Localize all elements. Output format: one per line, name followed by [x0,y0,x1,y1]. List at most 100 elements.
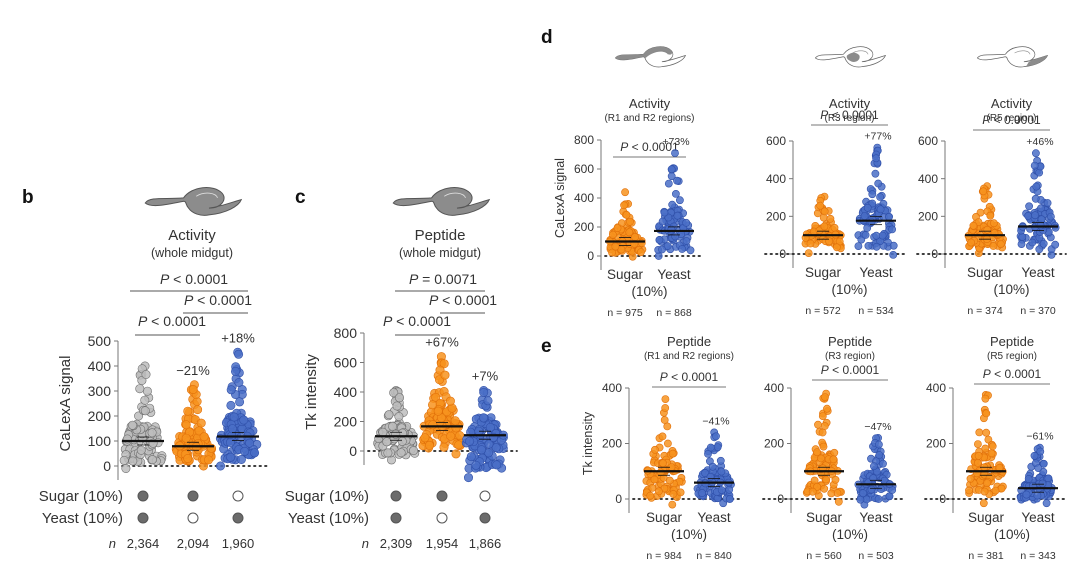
p-symbol: P [983,367,991,381]
sample-size-label: n = 534 [858,305,893,317]
data-point [876,205,885,214]
n-prefix: n [109,536,116,551]
data-point [478,413,488,423]
data-point [831,475,840,484]
data-point [245,438,255,448]
sample-size-label: n = 374 [967,305,1002,317]
sample-size-label: n = 381 [968,550,1003,562]
data-point [1051,240,1060,249]
data-point [188,384,198,394]
data-point [392,401,402,411]
x-category-sublabel: (10%) [631,284,667,299]
data-point [140,406,150,416]
y-tick-label: 400 [926,381,946,395]
percent-change-label: +18% [221,330,255,345]
y-axis: 0 100 200 300 400 500 [88,333,119,480]
percent-change-label: +67% [425,335,459,350]
data-point [820,422,829,430]
chart-subtitle: (R5 region) [986,113,1036,124]
chart-title: Activity [629,96,671,111]
data-point [804,249,813,257]
gut-outline [392,187,491,216]
data-point [889,241,898,250]
data-point [1043,199,1052,207]
swarm-yeast_only [461,385,508,483]
y-tick-label: 600 [574,162,594,176]
sample-size-label: 1,866 [469,536,502,551]
data-point [136,445,146,455]
data-point [672,189,680,198]
data-point [183,453,193,463]
data-point [424,440,434,450]
data-point [980,487,989,496]
data-point [876,193,884,201]
data-point [383,448,393,458]
data-point [397,436,407,446]
data-point [135,384,145,394]
data-point [983,479,991,487]
data-point [832,243,841,252]
data-point [826,214,835,223]
data-point [142,386,152,396]
chart-subtitle: (whole midgut) [399,246,481,260]
gut-loop-detail [196,192,218,199]
data-point [682,218,691,227]
chart-subtitle: (whole midgut) [151,246,233,260]
data-point [389,388,399,398]
swarm-both [373,385,420,465]
data-point [141,369,151,379]
data-point [229,412,239,422]
data-point [814,420,822,429]
data-point [989,242,998,250]
x-category-label: Yeast [859,510,893,525]
data-point [834,497,843,506]
data-point [655,487,663,496]
data-point [1039,239,1048,248]
data-point [1032,149,1040,158]
data-point [704,449,712,458]
chart-title: Peptide [667,334,711,349]
y-tick-label: 200 [926,437,946,451]
condition-present-dot [187,490,199,502]
data-point [682,237,691,245]
data-point [808,487,817,496]
data-point [1039,459,1048,468]
data-point [1031,194,1040,203]
data-point [819,442,828,451]
data-point [982,428,991,437]
chart-subtitle: (R5 region) [987,351,1037,362]
p-value: < 0.0001 [628,140,679,154]
condition-present-dot [137,512,149,524]
data-point [119,455,129,465]
data-point [204,455,214,465]
data-point [871,169,880,178]
p-value-label: P < 0.0001 [620,140,679,154]
x-category-label: Yeast [859,265,893,280]
data-point [431,392,441,402]
data-point [990,219,998,228]
data-point [987,449,996,458]
swarm-yeast_only [854,143,898,259]
data-point [428,420,438,430]
data-point [974,458,982,467]
swarm-sugar_only [802,389,845,506]
x-category-label: Sugar [967,265,1004,280]
x-category-label: Sugar [968,510,1005,525]
data-point [874,179,883,188]
data-point [1018,232,1027,241]
data-point [226,385,236,395]
y-tick-label: 800 [574,133,594,147]
data-point [140,395,150,405]
p-value-label: P < 0.0001 [660,370,719,384]
data-point [661,404,670,412]
data-point [869,474,877,483]
swarm-yeast_only [854,433,897,509]
gut-icon [392,187,491,216]
chart-title: Activity [829,96,871,111]
data-point [147,428,157,438]
data-point [1030,451,1039,460]
p-value: < 0.0001 [169,271,228,287]
data-point [864,241,873,250]
